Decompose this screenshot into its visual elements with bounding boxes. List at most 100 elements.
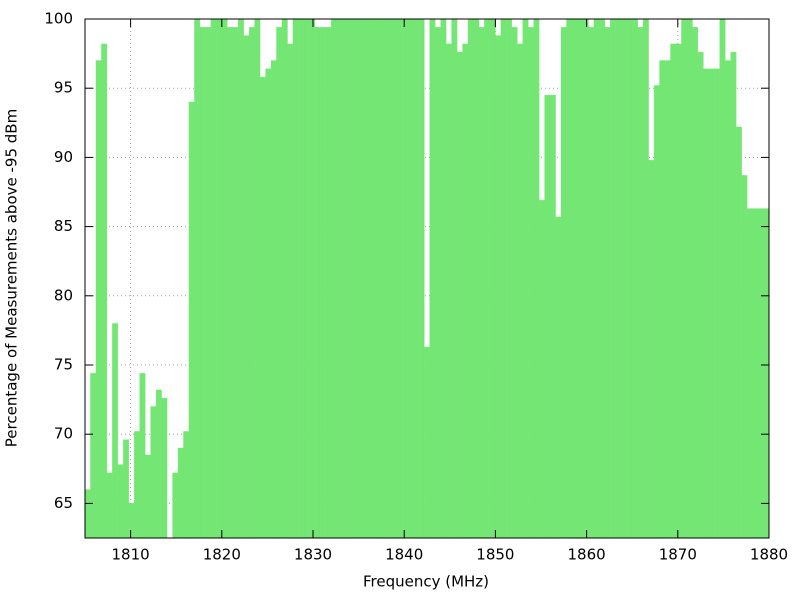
bar <box>506 18 513 539</box>
bar <box>402 18 409 539</box>
bar <box>270 60 277 539</box>
bar <box>495 35 502 539</box>
bar <box>588 27 595 539</box>
bar <box>319 27 327 539</box>
bar <box>713 68 721 539</box>
bar <box>516 43 524 539</box>
bar <box>352 18 359 539</box>
y-tick-label: 65 <box>54 494 73 512</box>
y-tick-label: 80 <box>54 286 73 304</box>
y-tick-label: 70 <box>54 425 73 443</box>
bar <box>544 94 551 539</box>
bar <box>522 18 529 539</box>
bar <box>511 27 518 539</box>
bar <box>106 472 113 539</box>
bar <box>150 406 157 539</box>
bar <box>325 27 332 539</box>
bar <box>434 27 441 539</box>
bar <box>221 18 228 539</box>
bar <box>161 397 168 539</box>
bar <box>314 27 321 539</box>
bar <box>276 27 283 539</box>
bar <box>599 18 606 539</box>
bar <box>659 60 666 539</box>
bar <box>467 18 474 539</box>
y-tick-label: 75 <box>54 356 73 374</box>
bar <box>478 27 485 539</box>
bar <box>752 208 759 539</box>
bar <box>155 389 162 539</box>
bar <box>248 27 255 539</box>
bar <box>555 216 562 539</box>
bar <box>101 43 108 539</box>
bar <box>708 68 715 539</box>
bar <box>757 208 764 539</box>
bar <box>484 18 491 539</box>
bar <box>232 27 239 539</box>
bar <box>626 18 633 539</box>
bar <box>697 51 704 539</box>
bar <box>330 18 338 539</box>
bar <box>719 18 726 539</box>
bar <box>341 18 348 539</box>
bar <box>610 18 617 539</box>
bar <box>560 27 567 539</box>
bar <box>423 346 431 539</box>
bar <box>445 43 452 539</box>
bar <box>604 27 611 539</box>
bar <box>724 60 731 539</box>
bar <box>703 68 710 539</box>
bar <box>500 18 507 539</box>
bar <box>265 68 272 539</box>
bar <box>692 27 699 539</box>
bar <box>664 60 671 539</box>
x-tick-label: 1810 <box>112 546 150 564</box>
bar <box>631 18 638 539</box>
plot-area <box>84 18 770 539</box>
bar <box>210 18 217 539</box>
bar <box>637 27 644 539</box>
bar <box>298 18 305 539</box>
bar <box>577 18 584 539</box>
y-tick-label: 95 <box>54 79 73 97</box>
bar <box>648 159 655 539</box>
bar <box>84 489 91 539</box>
bar <box>489 18 496 539</box>
bar <box>128 503 135 539</box>
bar <box>287 43 294 539</box>
x-tick-label: 1830 <box>294 546 332 564</box>
bar <box>746 208 753 539</box>
bar <box>358 18 365 539</box>
bar <box>205 27 212 539</box>
bar <box>369 18 376 539</box>
bar <box>527 27 535 539</box>
x-tick-label: 1870 <box>659 546 697 564</box>
y-tick-label: 100 <box>44 10 73 28</box>
bar <box>194 18 201 539</box>
bar <box>462 43 469 539</box>
y-axis-label: Percentage of Measurements above -95 dBm <box>3 109 21 447</box>
bar <box>533 18 540 539</box>
bar <box>418 18 425 539</box>
x-tick-label: 1860 <box>568 546 606 564</box>
bar <box>336 18 343 539</box>
x-tick-label: 1820 <box>203 546 241 564</box>
bar <box>363 18 370 539</box>
bar <box>642 18 649 539</box>
bar <box>730 51 737 539</box>
y-tick-label: 85 <box>54 217 73 235</box>
bar <box>620 18 628 539</box>
bar <box>123 439 130 539</box>
bar <box>456 51 463 539</box>
bar <box>615 18 622 539</box>
x-axis-label: Frequency (MHz) <box>363 573 489 591</box>
bar <box>347 18 354 539</box>
bar <box>582 18 589 539</box>
bar <box>763 208 770 539</box>
bar <box>183 431 190 539</box>
x-tick-label: 1850 <box>476 546 514 564</box>
bar <box>199 27 206 539</box>
bar <box>391 18 398 539</box>
bar <box>675 43 682 539</box>
bar <box>566 18 573 539</box>
